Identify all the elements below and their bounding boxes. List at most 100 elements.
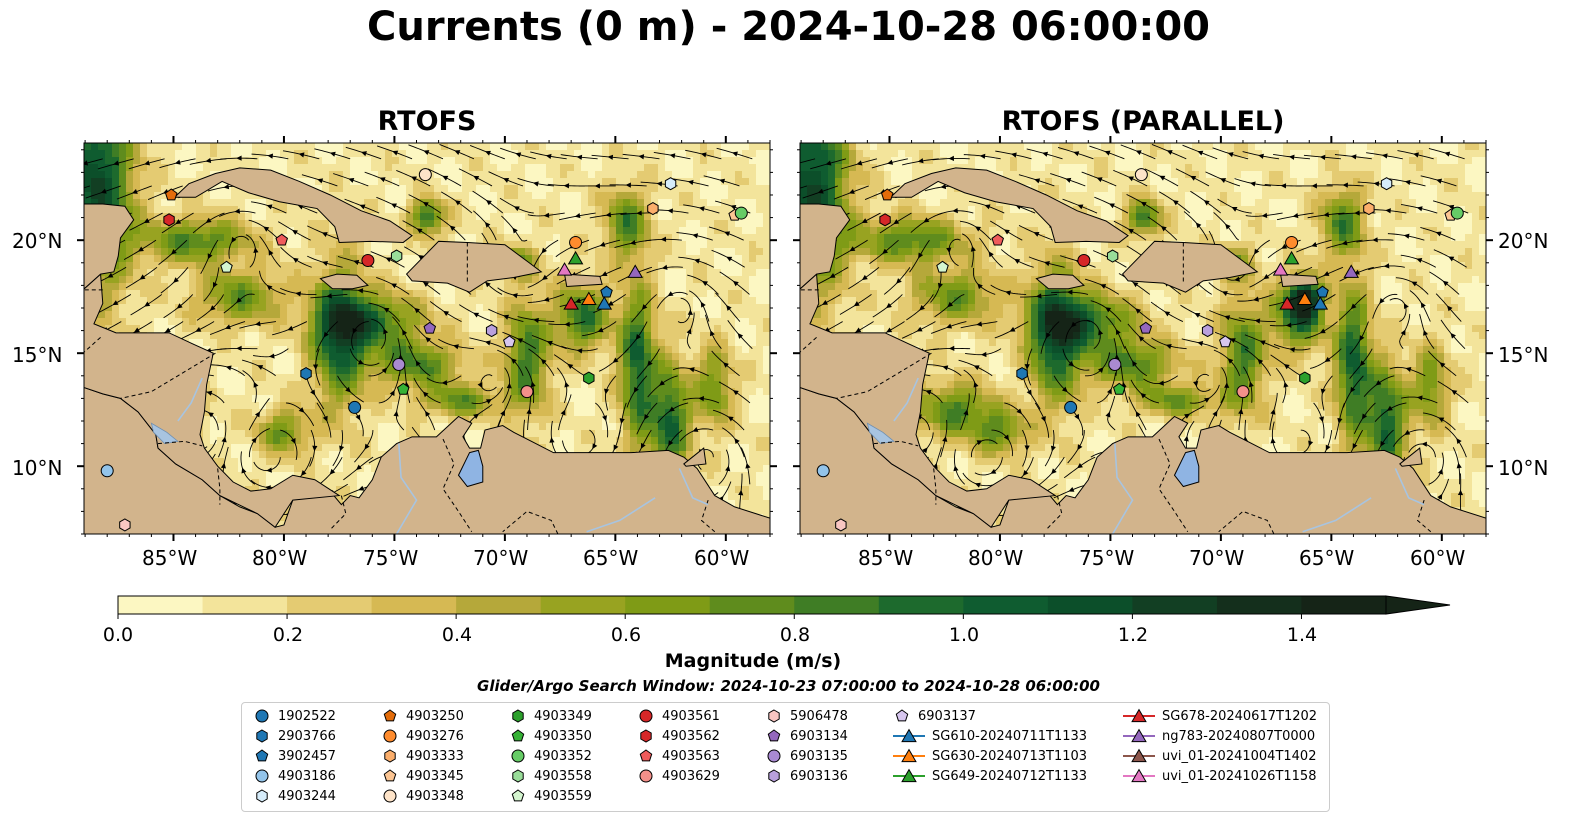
colorbar-segment bbox=[540, 596, 626, 614]
country-border bbox=[120, 352, 216, 399]
colorbar-segment bbox=[878, 596, 964, 614]
country-border bbox=[84, 336, 101, 353]
legend-label: 4903558 bbox=[534, 768, 592, 784]
lat-label-left-20n: 20°N bbox=[12, 229, 63, 253]
land-polygon bbox=[405, 240, 543, 293]
observation-marker-ng783-20240807T0000 bbox=[627, 264, 644, 278]
country-border bbox=[1416, 499, 1432, 533]
colorbar-segment bbox=[118, 596, 204, 614]
observation-marker-6903137 bbox=[1219, 335, 1232, 348]
observation-marker-6903137 bbox=[503, 335, 516, 348]
legend: 1902522 2903766 3902457 4903186 4903244 49032… bbox=[241, 702, 1330, 812]
land-polygon bbox=[1121, 240, 1259, 293]
colorbar-segment bbox=[625, 596, 711, 614]
lon-label-left-80w: 80°W bbox=[252, 546, 308, 570]
river-line bbox=[1394, 468, 1425, 506]
legend-label: 4903559 bbox=[534, 788, 592, 804]
colorbar-segment bbox=[202, 596, 288, 614]
panel-title-rtofs: RTOFS bbox=[377, 106, 477, 137]
observation-marker-4903352 bbox=[1450, 206, 1464, 220]
colorbar-tick: 0.4 bbox=[441, 624, 473, 646]
land-polygon bbox=[683, 447, 707, 467]
observation-marker-4903350 bbox=[396, 382, 410, 395]
colorbar-segment bbox=[371, 596, 457, 614]
observation-marker-3902457 bbox=[1316, 285, 1329, 298]
legend-label: 4903244 bbox=[278, 788, 336, 804]
observation-marker-SG649-20240712T1133 bbox=[567, 250, 584, 265]
legend-label: 4903348 bbox=[406, 788, 464, 804]
lon-label-right-80w: 80°W bbox=[968, 546, 1024, 570]
legend-item: 4903186 bbox=[252, 767, 336, 785]
observation-marker-SG610-20240711T1133 bbox=[596, 296, 613, 310]
search-window-caption: Glider/Argo Search Window: 2024-10-23 07… bbox=[477, 677, 1100, 695]
legend-marker-icon bbox=[256, 729, 268, 743]
observation-marker-SG610-20240711T1133 bbox=[1312, 296, 1329, 310]
observation-marker-4903348 bbox=[418, 168, 432, 182]
observation-marker-6903135 bbox=[1108, 357, 1122, 371]
land-polygon bbox=[84, 273, 341, 528]
legend-marker-icon bbox=[511, 729, 525, 742]
legend-marker-icon bbox=[383, 769, 397, 782]
land-polygon bbox=[800, 273, 1057, 528]
legend-item: 6903134 bbox=[764, 727, 848, 745]
legend-label: ng783-20240807T0000 bbox=[1162, 728, 1316, 744]
legend-item: 1902522 bbox=[252, 707, 336, 725]
observation-marker-SG678-20240617T1202 bbox=[563, 296, 579, 310]
observation-marker-4903562 bbox=[163, 213, 175, 227]
colorbar-tick: 0.6 bbox=[610, 624, 642, 646]
legend-item: SG610-20240711T1133 bbox=[892, 727, 1087, 745]
legend-marker-icon bbox=[512, 709, 524, 723]
observation-marker-ng783-20240807T0000 bbox=[1343, 264, 1360, 278]
observation-marker-2903766 bbox=[300, 366, 312, 381]
legend-item: SG678-20240617T1202 bbox=[1122, 707, 1317, 725]
legend-marker-icon bbox=[639, 769, 653, 783]
lake-maracaibo bbox=[457, 449, 484, 488]
legend-label: uvi_01-20241026T1158 bbox=[1162, 768, 1317, 784]
legend-label: 5906478 bbox=[790, 708, 848, 724]
observation-marker-4903186 bbox=[816, 464, 830, 478]
observation-marker-4903276 bbox=[569, 235, 583, 249]
legend-label: 6903135 bbox=[790, 748, 848, 764]
legend-label: 4903186 bbox=[278, 768, 336, 784]
legend-marker-icon bbox=[511, 749, 525, 763]
legend-marker-icon bbox=[512, 769, 524, 783]
lon-label-right-85w: 85°W bbox=[858, 546, 914, 570]
legend-item: 4903244 bbox=[252, 787, 336, 805]
observation-marker-uvi_01-20241026T1158 bbox=[1272, 262, 1289, 276]
legend-marker-icon bbox=[767, 749, 781, 763]
observation-marker-4903563 bbox=[275, 233, 289, 246]
lake-nicaragua bbox=[866, 422, 895, 445]
observation-marker-4903244 bbox=[664, 177, 677, 191]
legend-marker-icon bbox=[895, 709, 909, 722]
observation-marker-4903562 bbox=[879, 213, 891, 227]
observation-marker-4903559 bbox=[936, 260, 949, 273]
river-line bbox=[678, 468, 709, 506]
country-border bbox=[933, 468, 937, 505]
observation-marker-6903134 bbox=[1139, 321, 1153, 334]
land-polygon bbox=[1399, 447, 1423, 467]
legend-item: 6903137 bbox=[892, 707, 976, 725]
observation-marker-4903348 bbox=[1134, 168, 1148, 182]
observation-marker-SG678-20240617T1202 bbox=[1279, 296, 1295, 310]
observation-marker-4903563 bbox=[991, 233, 1005, 246]
country-border bbox=[700, 499, 716, 533]
land-polygon bbox=[319, 273, 369, 290]
colorbar-tick: 0.0 bbox=[102, 624, 134, 646]
legend-marker-icon bbox=[768, 709, 780, 723]
observation-marker-4903561 bbox=[1077, 254, 1091, 268]
observation-marker-4903349 bbox=[583, 371, 595, 385]
lon-label-left-60w: 60°W bbox=[694, 546, 750, 570]
observation-marker-4903352 bbox=[734, 206, 748, 220]
legend-label: 4903250 bbox=[406, 708, 464, 724]
observation-marker-uvi_01-20241026T1158 bbox=[556, 262, 573, 276]
observation-marker-4903629 bbox=[520, 385, 534, 399]
legend-marker-icon bbox=[256, 789, 268, 803]
legend-marker-icon bbox=[384, 749, 396, 763]
country-border bbox=[1218, 510, 1275, 534]
country-border bbox=[873, 440, 919, 447]
colorbar-segment bbox=[794, 596, 880, 614]
colorbar-segment bbox=[709, 596, 795, 614]
observation-marker-4903561 bbox=[361, 254, 375, 268]
land-polygon bbox=[1279, 273, 1319, 288]
colorbar-tick: 1.0 bbox=[948, 624, 980, 646]
